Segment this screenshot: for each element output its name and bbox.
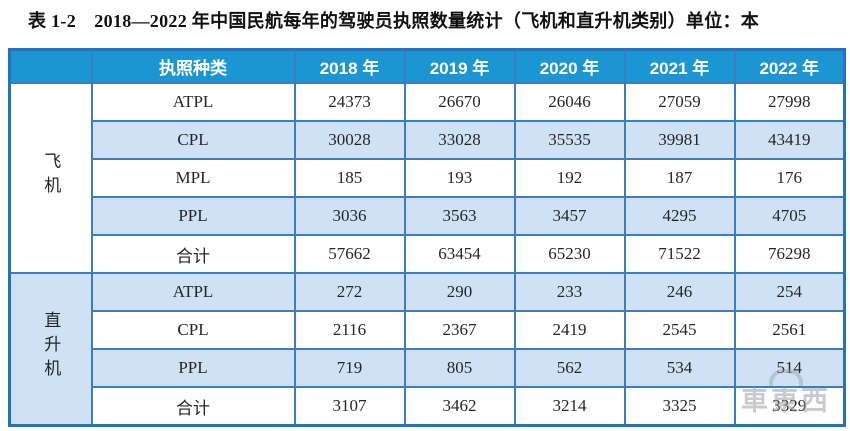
value-cell: 176: [733, 158, 846, 198]
value-cell: 24373: [293, 82, 406, 122]
category-label: 飞机: [41, 151, 61, 200]
table-row: PPL 3036 3563 3457 4295 4705: [10, 196, 846, 236]
license-type-cell: ATPL: [90, 82, 296, 122]
value-cell: 3214: [513, 386, 626, 427]
table-row: MPL 185 193 192 187 176: [10, 158, 846, 198]
value-cell: 30028: [293, 120, 406, 160]
value-cell: 272: [293, 272, 406, 312]
value-cell: 57662: [293, 234, 406, 274]
header-year-2019: 2019 年: [403, 48, 516, 84]
header-license-type: 执照种类: [90, 48, 296, 84]
license-statistics-table: 执照种类 2018 年 2019 年 2020 年 2021 年 2022 年 …: [8, 48, 846, 427]
header-year-2020: 2020 年: [513, 48, 626, 84]
value-cell: 2116: [293, 310, 406, 350]
license-type-cell: PPL: [90, 348, 296, 388]
value-cell: 2419: [513, 310, 626, 350]
category-label: 直升机: [41, 310, 61, 383]
value-cell: 26670: [403, 82, 516, 122]
license-type-cell: 合计: [90, 386, 296, 427]
table-row: 直升机 ATPL 272 290 233 246 254: [8, 272, 846, 427]
header-year-2022: 2022 年: [733, 48, 846, 84]
license-type-cell: CPL: [90, 310, 296, 350]
table-row: PPL 719 805 562 534 514: [10, 348, 846, 388]
value-cell: 76298: [733, 234, 846, 274]
value-cell: 65230: [513, 234, 626, 274]
value-cell: 71522: [623, 234, 736, 274]
value-cell: 187: [623, 158, 736, 198]
category-cell-helicopter: 直升机: [8, 272, 93, 427]
header-year-2018: 2018 年: [293, 48, 406, 84]
value-cell: 2561: [733, 310, 846, 350]
value-cell: 4705: [733, 196, 846, 236]
value-cell: 2545: [623, 310, 736, 350]
license-type-cell: ATPL: [90, 272, 296, 312]
value-cell: 3457: [513, 196, 626, 236]
license-type-cell: PPL: [90, 196, 296, 236]
table-row: 飞机 ATPL 24373 26670 26046 27059 27998: [8, 82, 846, 274]
value-cell: 192: [513, 158, 626, 198]
value-cell: 185: [293, 158, 406, 198]
value-cell: 3563: [403, 196, 516, 236]
value-cell: 246: [623, 272, 736, 312]
value-cell: 254: [733, 272, 846, 312]
value-cell: 193: [403, 158, 516, 198]
value-cell: 43419: [733, 120, 846, 160]
value-cell: 514: [733, 348, 846, 388]
category-cell-airplane: 飞机: [8, 82, 93, 274]
value-cell: 27059: [623, 82, 736, 122]
table-row: CPL 30028 33028 35535 39981 43419: [10, 120, 846, 160]
header-corner-cell: [8, 48, 93, 84]
value-cell: 3329: [733, 386, 846, 427]
value-cell: 233: [513, 272, 626, 312]
license-type-cell: 合计: [90, 234, 296, 274]
value-cell: 3462: [403, 386, 516, 427]
table-row: 合计 3107 3462 3214 3325 3329: [10, 386, 846, 427]
table-row: CPL 2116 2367 2419 2545 2561: [10, 310, 846, 350]
value-cell: 26046: [513, 82, 626, 122]
value-cell: 290: [403, 272, 516, 312]
header-row: 执照种类 2018 年 2019 年 2020 年 2021 年 2022 年: [8, 48, 846, 84]
value-cell: 33028: [403, 120, 516, 160]
value-cell: 35535: [513, 120, 626, 160]
header-year-2021: 2021 年: [623, 48, 736, 84]
value-cell: 27998: [733, 82, 846, 122]
value-cell: 4295: [623, 196, 736, 236]
value-cell: 534: [623, 348, 736, 388]
value-cell: 63454: [403, 234, 516, 274]
value-cell: 3036: [293, 196, 406, 236]
value-cell: 2367: [403, 310, 516, 350]
table-row: 合计 57662 63454 65230 71522 76298: [10, 234, 846, 274]
value-cell: 562: [513, 348, 626, 388]
license-type-cell: CPL: [90, 120, 296, 160]
page-title: 表 1-2 2018—2022 年中国民航每年的驾驶员执照数量统计（飞机和直升机…: [28, 11, 760, 31]
license-type-cell: MPL: [90, 158, 296, 198]
value-cell: 805: [403, 348, 516, 388]
value-cell: 39981: [623, 120, 736, 160]
value-cell: 3325: [623, 386, 736, 427]
value-cell: 3107: [293, 386, 406, 427]
value-cell: 719: [293, 348, 406, 388]
